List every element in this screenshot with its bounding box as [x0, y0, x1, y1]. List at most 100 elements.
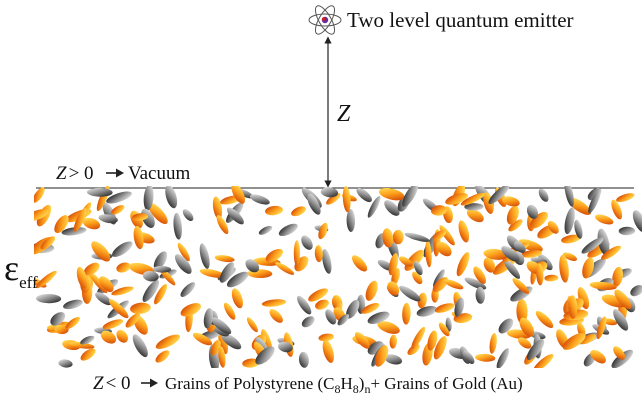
gold-grain: [577, 287, 590, 310]
polystyrene-grain: [488, 186, 510, 205]
gold-grain: [133, 226, 144, 250]
gold-grain: [616, 193, 635, 202]
gold-grain: [231, 186, 246, 204]
gold-grains: + Grains of Gold (Au): [370, 374, 522, 393]
gold-grain: [210, 339, 221, 356]
emitter-label: Two level quantum emitter: [347, 8, 574, 32]
polystyrene-grain: [513, 241, 526, 253]
polystyrene-grain: [613, 309, 629, 331]
polystyrene-grain: [526, 339, 545, 361]
polystyrene-grain: [384, 200, 400, 216]
gold-grain: [519, 317, 535, 337]
polystyrene-grain: [106, 191, 132, 204]
permittivity-label: εeff: [4, 248, 38, 292]
gold-grain: [374, 345, 389, 367]
polystyrene-grain: [630, 285, 642, 297]
gold-grain: [218, 329, 228, 355]
gold-grain: [89, 272, 108, 294]
gold-grain: [438, 322, 450, 337]
polystyrene-grain: [384, 354, 403, 365]
polystyrene-grain: [255, 346, 275, 365]
polystyrene-grain: [462, 350, 475, 364]
polystyrene-grain: [301, 235, 313, 250]
gold-grain: [355, 332, 370, 349]
polystyrene-grain: [86, 187, 113, 197]
gold-grain: [91, 241, 111, 262]
gold-grain: [489, 333, 497, 354]
h-element: H: [341, 374, 353, 393]
gold-grain: [80, 348, 96, 361]
polystyrene-grain: [182, 209, 194, 222]
polystyrene-grain: [180, 282, 196, 297]
gold-grain: [520, 250, 543, 258]
gold-grain: [456, 252, 470, 277]
gold-grain: [73, 207, 87, 232]
gold-grain: [492, 256, 517, 275]
polystyrene-grain: [142, 270, 159, 282]
gold-grain: [68, 341, 95, 349]
gold-grain: [116, 262, 131, 273]
gold-grain: [99, 276, 114, 293]
lower-region-label: Z < 0 Grains of Polystyrene (C8H8)n+ Grai…: [93, 373, 523, 396]
polystyrene-grain: [226, 207, 244, 225]
svg-text:Z> 0: Z > 0: [56, 163, 94, 184]
gold-grain: [111, 286, 134, 296]
gold-grain: [82, 217, 101, 230]
polystyrene-grain: [174, 254, 192, 274]
gold-grain: [530, 211, 548, 229]
gold-grain: [466, 208, 484, 223]
gold-grain: [562, 332, 586, 350]
gold-grain: [399, 256, 413, 267]
close-paren: ): [359, 374, 365, 393]
gold-grain: [427, 330, 438, 351]
polystyrene-grain: [526, 204, 539, 219]
polystyrene-grain: [278, 223, 298, 237]
polystyrene-grain: [211, 317, 232, 335]
gold-grain: [382, 228, 394, 248]
gold-grain: [132, 213, 149, 221]
gold-grain: [460, 192, 485, 206]
polystyrene-grain: [416, 306, 437, 317]
gold-grain: [535, 310, 554, 329]
polystyrene-grain: [80, 335, 95, 345]
gold-grain: [54, 324, 69, 335]
gold-grain: [596, 316, 607, 340]
polystyrene-grain: [50, 312, 66, 326]
polystyrene-grain: [36, 293, 62, 304]
polystyrene-grain: [475, 286, 486, 304]
gold-grain: [275, 262, 295, 275]
gold-grain: [392, 229, 404, 245]
polystyrene-grain: [503, 258, 521, 279]
gold-grain: [402, 302, 411, 325]
polystyrene-grain: [307, 193, 321, 215]
polystyrene-grain: [61, 227, 87, 236]
right-arrow-icon: [141, 378, 158, 388]
polystyrene-grain: [221, 333, 242, 350]
gold-grain: [180, 303, 202, 317]
sub-c: 8: [335, 382, 341, 396]
gold-grain: [614, 289, 632, 310]
gold-grain: [155, 334, 181, 349]
gold-grain: [516, 298, 528, 324]
gold-grain: [34, 187, 45, 203]
right-arrow-icon: [106, 168, 124, 178]
gold-grain: [483, 248, 508, 260]
gold-grain: [40, 236, 56, 250]
gold-grain: [559, 254, 569, 283]
gold-grain: [54, 215, 69, 234]
gold-grain: [214, 255, 235, 263]
gold-grain: [148, 202, 168, 225]
polystyrene-grain: [402, 186, 419, 207]
gold-grain: [365, 280, 378, 301]
gold-grain: [412, 271, 423, 285]
gold-grain: [582, 257, 595, 279]
gold-grain: [265, 205, 283, 216]
gold-grain: [223, 302, 236, 320]
upper-medium: Vacuum: [128, 163, 190, 184]
polystyrene-grain: [203, 308, 214, 329]
gold-grain: [218, 346, 226, 368]
gold-grain: [116, 329, 128, 343]
polystyrene-grain: [322, 249, 332, 274]
polystyrene-grain: [413, 261, 423, 276]
